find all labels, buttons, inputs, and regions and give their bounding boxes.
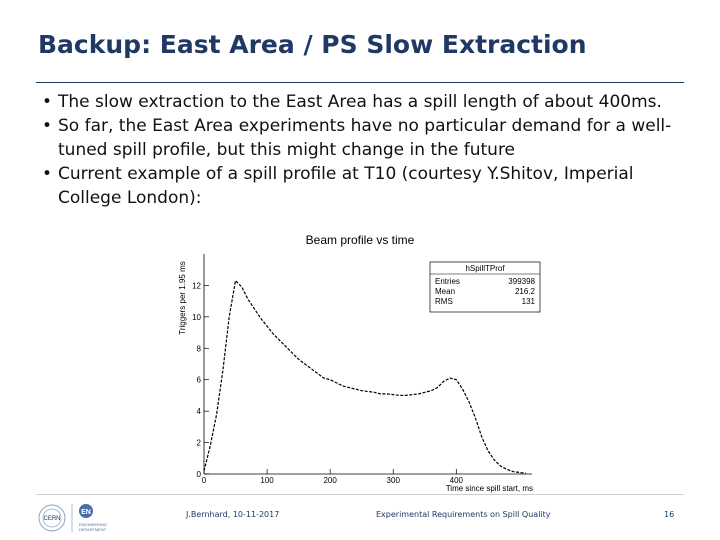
footer-divider — [36, 494, 684, 495]
spill-profile-chart: Beam profile vs time Triggers per 1.95 m… — [178, 233, 541, 493]
title-divider — [36, 82, 684, 83]
bullet-item: • Current example of a spill profile at … — [38, 162, 688, 210]
footer-page-number: 16 — [664, 510, 675, 519]
y-tick-label: 0 — [197, 470, 202, 479]
bullet-item: • The slow extraction to the East Area h… — [38, 90, 688, 114]
stats-box-name: hSpillTProf — [465, 264, 505, 273]
y-tick-label: 4 — [197, 407, 202, 416]
y-tick-label: 8 — [197, 344, 202, 353]
x-tick-label: 0 — [202, 476, 207, 485]
stats-rms-label: RMS — [435, 297, 453, 306]
bullet-marker: • — [42, 92, 53, 112]
x-tick-label: 400 — [450, 476, 464, 485]
stats-mean-label: Mean — [435, 287, 455, 296]
y-tick-label: 12 — [192, 281, 201, 290]
y-axis-label: Triggers per 1.95 ms — [178, 261, 187, 335]
y-tick-label: 2 — [197, 439, 202, 448]
bullet-marker: • — [42, 164, 53, 184]
stats-rms-value: 131 — [522, 297, 536, 306]
y-tick-label: 10 — [192, 313, 201, 322]
bullet-text: So far, the East Area experiments have n… — [58, 116, 672, 160]
x-tick-label: 200 — [323, 476, 337, 485]
footer-author-date: J.Bernhard, 10-11-2017 — [186, 510, 280, 519]
x-axis-label: Time since spill start, ms — [446, 484, 533, 493]
cern-logo-text: CERN — [43, 516, 60, 522]
x-tick-label: 100 — [260, 476, 274, 485]
slide-title: Backup: East Area / PS Slow Extraction — [38, 30, 587, 59]
en-logo-sub1: ENGINEERING — [79, 522, 107, 527]
bullet-text: Current example of a spill profile at T1… — [58, 164, 634, 208]
bullet-text: The slow extraction to the East Area has… — [58, 92, 662, 112]
stats-box-frame — [429, 261, 541, 313]
stats-entries-value: 399398 — [508, 277, 535, 286]
stats-entries-label: Entries — [435, 277, 460, 286]
cern-logo: CERN — [38, 504, 66, 532]
stats-box: hSpillTProf Entries 399398 Mean 216.2 RM… — [429, 261, 541, 313]
footer-logos: CERN EN ENGINEERING DEPARTMENT — [38, 504, 107, 532]
spill-profile-line — [203, 279, 526, 474]
en-logo-sub2: DEPARTMENT — [79, 527, 107, 532]
bullet-list: • The slow extraction to the East Area h… — [38, 90, 688, 210]
footer-talk-title: Experimental Requirements on Spill Quali… — [376, 510, 551, 519]
chart-title: Beam profile vs time — [306, 233, 415, 247]
y-tick-label: 6 — [197, 376, 202, 385]
stats-mean-value: 216.2 — [515, 287, 536, 296]
bullet-item: • So far, the East Area experiments have… — [38, 114, 688, 162]
x-tick-label: 300 — [387, 476, 401, 485]
en-department-logo: EN ENGINEERING DEPARTMENT — [79, 504, 107, 532]
bullet-marker: • — [42, 116, 53, 136]
en-logo-text: EN — [81, 509, 91, 516]
